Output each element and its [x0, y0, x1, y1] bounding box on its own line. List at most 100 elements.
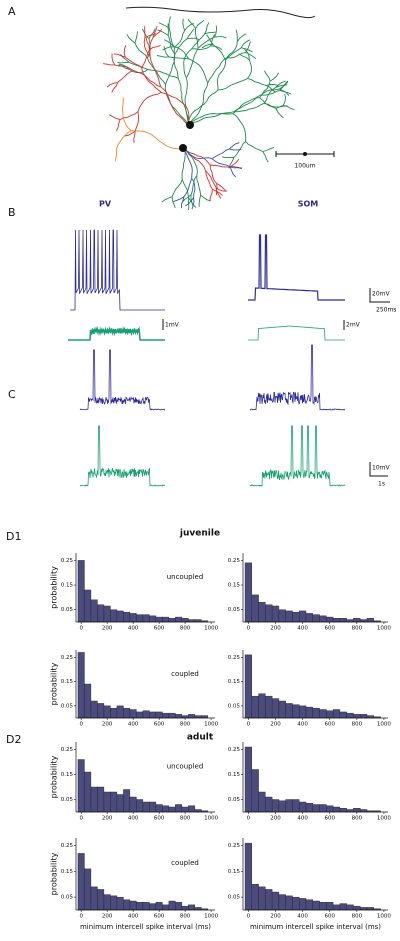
dendrite [133, 130, 136, 143]
column-title: PV [99, 200, 112, 209]
scale-label: 250ms [376, 307, 396, 314]
bar [116, 705, 124, 719]
bar [84, 771, 92, 813]
dendrite [183, 147, 211, 166]
dendrite [161, 196, 173, 203]
dendrite [141, 28, 150, 39]
bar [129, 796, 137, 813]
dendrite [211, 158, 231, 168]
dendrite [211, 148, 230, 159]
column-title: SOM [298, 200, 319, 209]
dendrite [247, 78, 267, 86]
x-tick-label: 1000 [377, 816, 391, 822]
bar [265, 889, 273, 911]
bar [168, 618, 176, 623]
bar [244, 746, 253, 813]
bar [194, 715, 202, 719]
bar [353, 905, 361, 911]
scale-bar [369, 462, 388, 477]
y-tick-label: 0.05 [61, 703, 74, 709]
dendrite [191, 197, 195, 210]
bar [305, 899, 313, 911]
bar [305, 803, 313, 813]
dendrite [115, 119, 121, 132]
dendrite [216, 183, 227, 192]
bar [271, 698, 280, 719]
bar [251, 769, 259, 813]
bar [162, 712, 170, 719]
bar [84, 868, 92, 911]
bar [258, 791, 266, 813]
dendrite [205, 170, 217, 188]
dendrite [200, 194, 212, 202]
bar [149, 801, 157, 813]
dendrite [148, 28, 156, 39]
y-tick-label: 0.05 [61, 895, 74, 901]
bar [339, 808, 347, 813]
dendrite [209, 164, 217, 184]
dendrite [210, 45, 223, 50]
panel-label: D1 [6, 530, 21, 543]
dendrite [111, 82, 119, 93]
dendrite [265, 83, 279, 86]
bar [116, 610, 124, 623]
bar [305, 613, 313, 623]
bar [244, 562, 253, 623]
dendrite [152, 29, 163, 38]
bar [103, 705, 111, 719]
y-tick-label: 0.15 [228, 583, 241, 589]
dendrite [117, 61, 130, 64]
bar [285, 610, 293, 623]
y-tick-label: 0.25 [61, 655, 74, 661]
bar [201, 715, 209, 719]
bar [77, 853, 85, 911]
dendrite [134, 42, 148, 59]
bar [366, 715, 374, 719]
dendrite [236, 33, 247, 42]
bar [149, 711, 157, 719]
bar [175, 616, 183, 623]
x-tick-label: 0 [79, 914, 83, 920]
dendrite [232, 97, 260, 115]
bar [353, 714, 361, 719]
bar [149, 615, 157, 623]
x-tick-label: 200 [270, 626, 281, 632]
panel-label: B [8, 206, 16, 219]
bar [285, 703, 293, 719]
dendrite [171, 179, 183, 197]
x-tick-label: 0 [247, 914, 251, 920]
dendrite [174, 30, 185, 48]
bar [155, 902, 163, 911]
dendrite [221, 156, 234, 159]
dendrite [118, 63, 130, 70]
bar [194, 809, 202, 813]
dendrite [163, 46, 170, 58]
x-tick-label: 200 [270, 722, 281, 728]
dendrite [177, 78, 189, 126]
dendrite [162, 46, 174, 51]
dendrite [106, 81, 118, 88]
dendrite [108, 114, 121, 121]
bar [305, 706, 313, 719]
voltage-trace [79, 349, 166, 411]
dendrite [247, 59, 252, 79]
x-tick-label: 800 [180, 816, 191, 822]
scale-bar [369, 288, 390, 303]
x-tick-label: 1000 [377, 722, 391, 728]
bar [278, 800, 286, 813]
bar [188, 619, 196, 623]
bar [332, 904, 341, 911]
bar [278, 609, 286, 623]
voltage-trace [248, 325, 345, 341]
dendrite [232, 113, 247, 142]
x-tick-label: 400 [128, 816, 139, 822]
x-tick-label: 800 [180, 914, 191, 920]
bar [188, 904, 196, 911]
dendrite [149, 37, 154, 57]
bar [312, 708, 320, 719]
bar [258, 693, 266, 719]
x-tick-label: 400 [297, 914, 308, 920]
annotation: coupled [171, 859, 199, 867]
dendrite [187, 89, 219, 126]
bar [103, 894, 111, 911]
